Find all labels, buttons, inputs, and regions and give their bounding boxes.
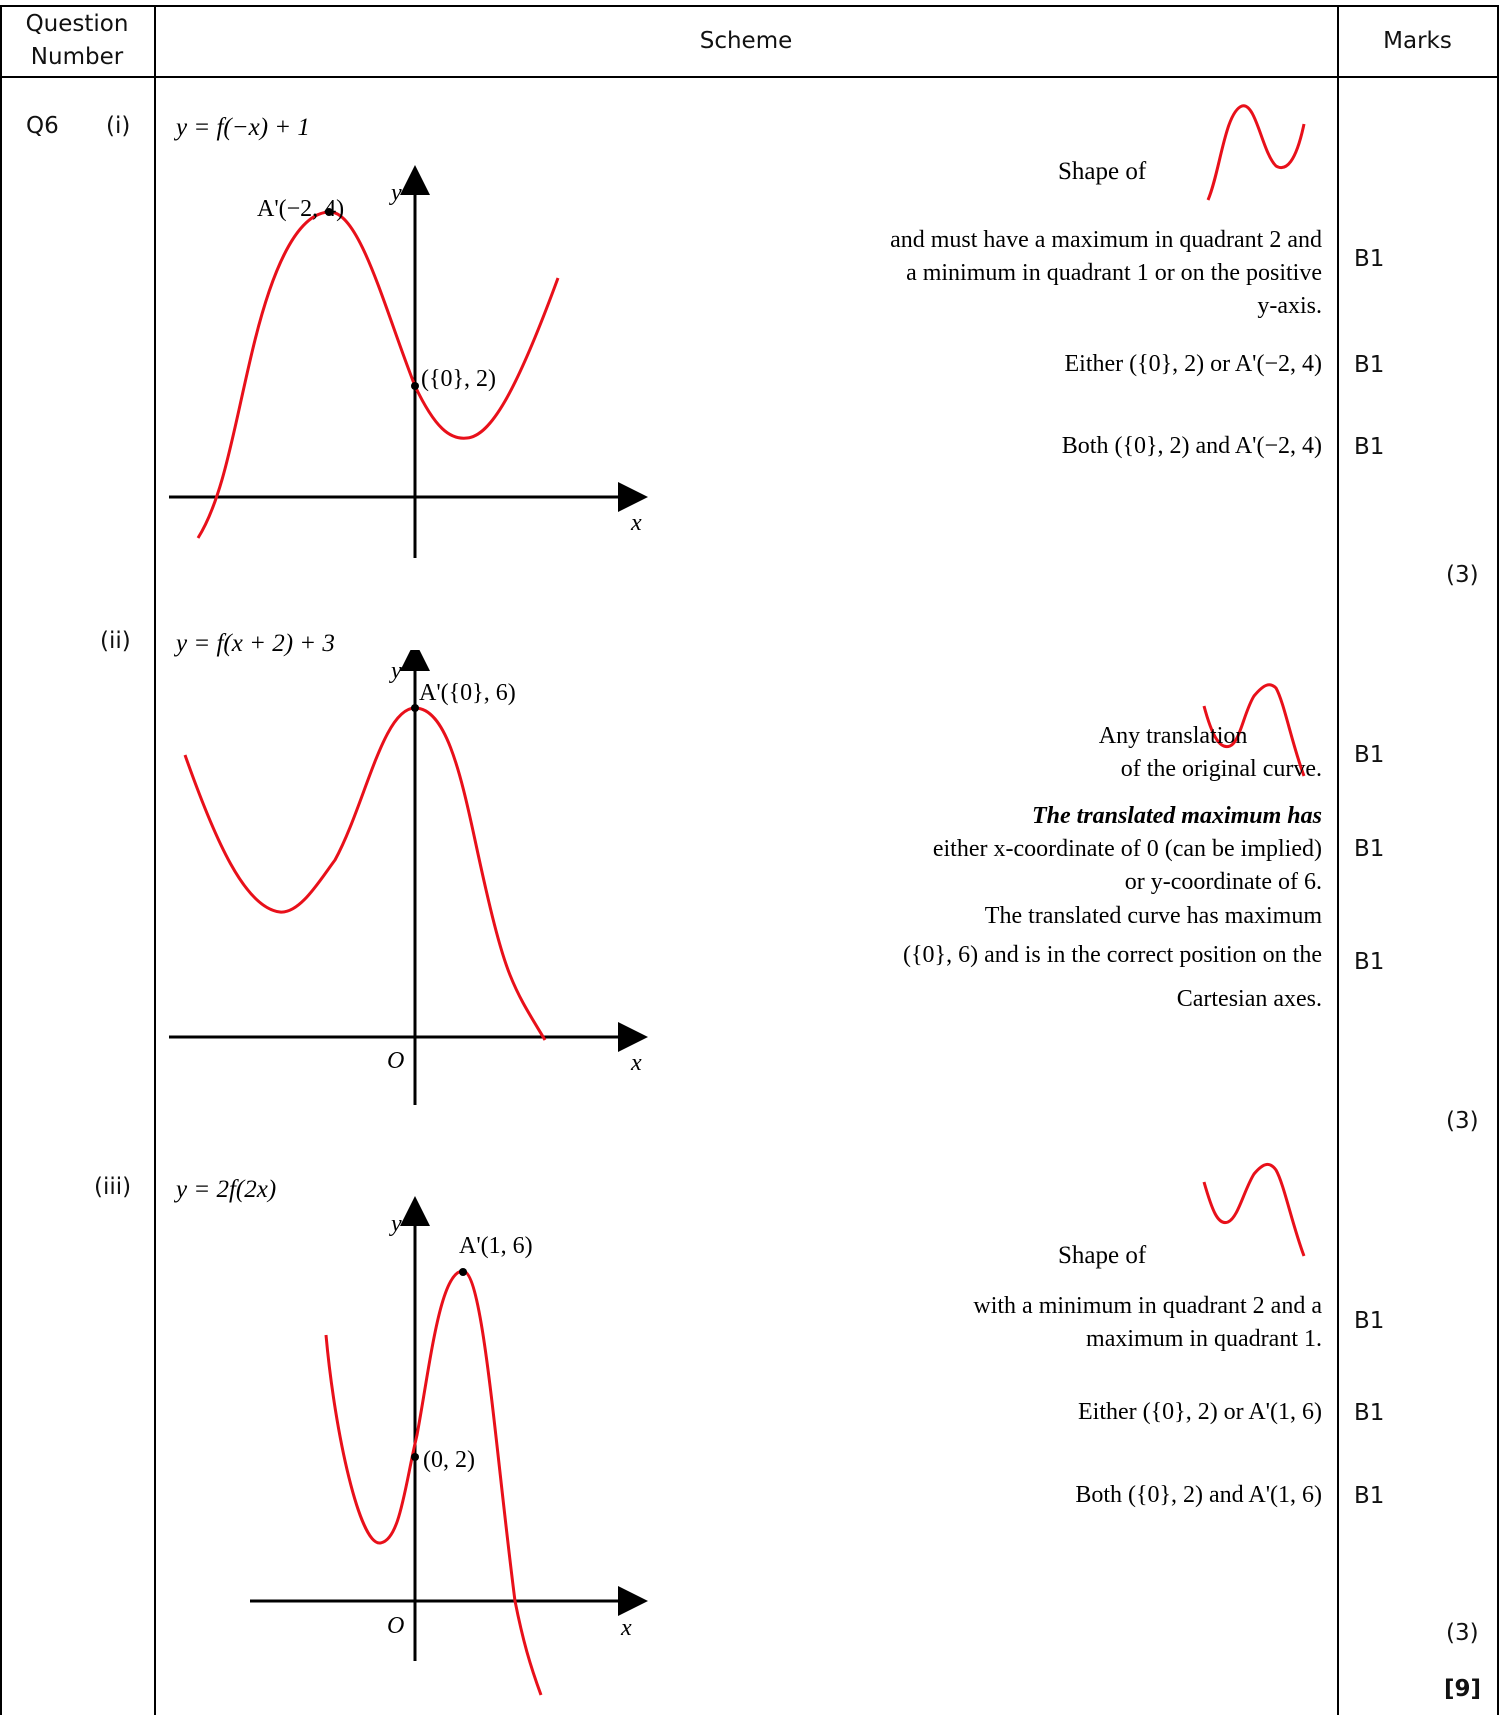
criterion-i-3: Both ({0}, 2) and A'(−2, 4) (1061, 433, 1322, 459)
mark-ii-2: B1 (1354, 836, 1385, 862)
question-number: Q6 (26, 113, 59, 139)
point-intercept-part-iii (411, 1453, 419, 1461)
y-axis-label: y (389, 180, 402, 206)
graph-part-i: y x A'(−2, 4) ({0}, 2) (169, 165, 648, 558)
part-label-i: (i) (106, 113, 131, 139)
origin-label: O (387, 1048, 404, 1074)
point-a-prime-label: A'(−2, 4) (257, 196, 344, 222)
total-part-iii: (3) (1446, 1620, 1479, 1646)
equation-part-ii: y = f(x + 2) + 3 (176, 630, 335, 657)
criterion-iii-1: with a minimum in quadrant 2 and a maxim… (973, 1293, 1322, 1352)
x-axis-label: x (630, 1050, 642, 1076)
mark-i-1: B1 (1354, 246, 1385, 272)
graph-part-iii: y x O A'(1, 6) (0, 2) (250, 1196, 648, 1696)
y-axis-label: y (389, 658, 402, 684)
criterion-i-1: and must have a maximum in quadrant 2 an… (890, 227, 1322, 319)
table-left-border (0, 5, 2, 1715)
grand-total: [9] (1444, 1676, 1482, 1702)
point-intercept-label: ({0}, 2) (421, 366, 496, 392)
equation-part-iii: y = 2f(2x) (176, 1176, 277, 1203)
translation-sketch-part-ii (1202, 683, 1306, 777)
criterion-ii-3: The translated curve has maximum ({0}, 6… (903, 903, 1322, 1012)
x-axis-label: x (630, 510, 642, 536)
point-intercept-part-i (411, 382, 419, 390)
y-axis-label: y (389, 1211, 402, 1237)
curve-part-ii (183, 706, 547, 1041)
header-bottom-border (0, 76, 1499, 78)
equation-part-i: y = f(−x) + 1 (176, 114, 310, 141)
shape-of-label-iii: Shape of (1058, 1242, 1147, 1269)
header-question-number: Question Number (25, 11, 129, 70)
shape-sketch-part-i (1206, 104, 1306, 201)
criterion-iii-2: Either ({0}, 2) or A'(1, 6) (1078, 1399, 1322, 1425)
table-right-border (1497, 5, 1499, 1715)
shape-of-label-i: Shape of (1058, 158, 1147, 185)
graph-part-ii: y x O A'({0}, 6) (169, 650, 648, 1105)
point-a-prime-part-i (325, 208, 333, 216)
total-part-ii: (3) (1446, 1108, 1479, 1134)
table-top-border (0, 5, 1499, 7)
part-label-ii: (ii) (100, 628, 131, 654)
point-intercept-label: (0, 2) (423, 1447, 475, 1473)
criterion-ii-2: The translated maximum has either x-coor… (932, 803, 1322, 895)
curve-part-iii (324, 1269, 543, 1696)
curve-part-i (196, 210, 560, 539)
point-a-prime-label: A'({0}, 6) (419, 680, 516, 706)
criterion-iii-3: Both ({0}, 2) and A'(1, 6) (1075, 1482, 1322, 1508)
x-axis-label: x (620, 1615, 632, 1641)
column-divider-question (154, 5, 156, 1715)
mark-ii-1: B1 (1354, 742, 1385, 768)
column-divider-marks (1337, 5, 1339, 1715)
criterion-ii-1: Any translation of the original curve. (1098, 723, 1322, 782)
part-label-iii: (iii) (94, 1174, 132, 1200)
mark-iii-1: B1 (1354, 1308, 1385, 1334)
point-a-prime-label: A'(1, 6) (459, 1233, 533, 1259)
header-scheme: Scheme (699, 28, 793, 54)
mark-i-2: B1 (1354, 352, 1385, 378)
point-a-prime-part-iii (459, 1268, 467, 1276)
shape-sketch-part-iii (1202, 1163, 1306, 1257)
criterion-i-2: Either ({0}, 2) or A'(−2, 4) (1064, 351, 1322, 377)
header-marks: Marks (1383, 28, 1452, 54)
origin-label: O (387, 1613, 404, 1639)
mark-iii-3: B1 (1354, 1483, 1385, 1509)
mark-iii-2: B1 (1354, 1400, 1385, 1426)
mark-ii-3: B1 (1354, 949, 1385, 975)
total-part-i: (3) (1446, 562, 1479, 588)
mark-i-3: B1 (1354, 434, 1385, 460)
point-a-prime-part-ii (411, 704, 419, 712)
